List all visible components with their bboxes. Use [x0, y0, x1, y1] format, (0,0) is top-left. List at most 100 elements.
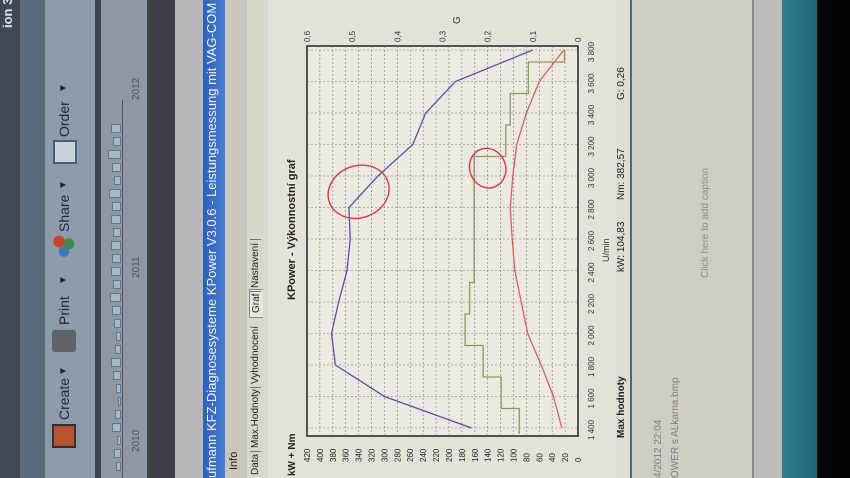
timeline-bar[interactable]	[112, 254, 121, 263]
y-tick-label: 340	[355, 448, 364, 462]
y-tick-label: 380	[329, 448, 338, 462]
host-header-band	[20, 0, 45, 478]
timeline-bar[interactable]	[109, 189, 121, 198]
timeline-bar[interactable]	[111, 241, 121, 250]
y-tick-label: 20	[561, 453, 570, 462]
y2-tick-label: 0,4	[393, 30, 402, 42]
series-line-g	[464, 50, 566, 434]
timeline-bar[interactable]	[113, 371, 121, 380]
kpower-title-bar	[203, 0, 225, 478]
window-bottom-border	[630, 0, 632, 478]
timeline-bar[interactable]	[117, 436, 121, 445]
y-tick-label: 160	[471, 448, 480, 462]
timeline-bar[interactable]	[108, 150, 121, 159]
y2-tick-label: 0,2	[484, 30, 493, 42]
y-tick-label: 40	[548, 453, 557, 462]
toolbar-divider	[95, 0, 101, 478]
y-tick-label: 0	[574, 457, 583, 462]
timeline-bar[interactable]	[113, 137, 121, 146]
host-title-bar	[0, 0, 20, 478]
timeline-bar[interactable]	[111, 215, 121, 224]
timeline-bar[interactable]	[116, 332, 121, 341]
timeline-bar[interactable]	[114, 449, 121, 458]
y2-tick-label: 0,5	[348, 30, 357, 42]
host-dark-strip	[147, 0, 175, 478]
timeline-bar[interactable]	[112, 423, 121, 432]
photo-filename: OWER s ALkarna.bmp	[670, 377, 681, 478]
x-tick-label: 1 400	[587, 419, 596, 440]
timeline-bar[interactable]	[111, 267, 121, 276]
timeline-axis	[122, 100, 123, 478]
timeline-bar[interactable]	[112, 306, 121, 315]
annotation-circle	[468, 147, 507, 189]
timeline-bar[interactable]	[112, 202, 121, 211]
max-g-value: G: 0,26	[616, 67, 627, 100]
timeline-bar[interactable]	[116, 462, 121, 471]
max-values-label: Max hodnoty	[616, 376, 627, 438]
y-tick-label: 360	[342, 448, 351, 462]
y-tick-label: 260	[406, 448, 415, 462]
x-tick-label: 2 800	[587, 199, 596, 220]
host-light-strip	[175, 0, 203, 478]
y-tick-label: 120	[497, 448, 506, 462]
timeline-bar[interactable]	[112, 163, 121, 172]
timeline-bar[interactable]	[114, 319, 121, 328]
y-tick-label: 420	[303, 448, 312, 462]
y-tick-label: 180	[458, 448, 467, 462]
timeline-bar[interactable]	[113, 228, 121, 237]
y-tick-label: 200	[445, 448, 454, 462]
timeline-bar[interactable]	[111, 358, 121, 367]
y-tick-label: 140	[484, 448, 493, 462]
y-tick-label: 60	[535, 453, 544, 462]
y2-tick-label: 0,6	[303, 30, 312, 42]
timeline-bar[interactable]	[114, 176, 121, 185]
y-tick-label: 320	[368, 448, 377, 462]
y-tick-label: 240	[419, 448, 428, 462]
series-line-kw	[509, 49, 565, 429]
y2-axis-label: G	[452, 16, 463, 24]
timeline[interactable]	[101, 0, 147, 478]
panel-divider	[752, 0, 754, 478]
x-tick-label: 2 400	[587, 262, 596, 283]
x-tick-label: 3 200	[587, 136, 596, 157]
timeline-bar[interactable]	[110, 293, 121, 302]
x-tick-label: 3 000	[587, 167, 596, 188]
photo-info-panel	[632, 0, 752, 478]
menu-bar	[225, 0, 247, 478]
timeline-bar[interactable]	[116, 384, 121, 393]
x-tick-label: 3 800	[587, 41, 596, 62]
photo-date: 4/2012 22:04	[653, 419, 664, 478]
timeline-bar[interactable]	[111, 124, 121, 133]
x-tick-label: 1 600	[587, 388, 596, 409]
y-axis-label: kW + Nm	[287, 433, 298, 476]
x-axis-label: U/min	[601, 238, 611, 262]
y2-tick-label: 0,3	[439, 30, 448, 42]
timeline-bar[interactable]	[115, 345, 121, 354]
series-line-nm	[330, 49, 534, 429]
annotation-circle	[327, 164, 390, 220]
order-icon	[53, 140, 77, 164]
timeline-bar[interactable]	[113, 280, 121, 289]
timeline-bar[interactable]	[118, 397, 121, 406]
taskbar	[782, 0, 817, 478]
x-tick-label: 1 800	[587, 356, 596, 377]
x-tick-label: 2 600	[587, 230, 596, 251]
create-icon	[52, 424, 76, 448]
max-nm-value: Nm: 382,57	[616, 148, 627, 200]
printer-icon	[52, 330, 76, 352]
y-tick-label: 400	[316, 448, 325, 462]
y2-tick-label: 0,1	[529, 30, 538, 42]
plot-area	[306, 45, 579, 437]
x-tick-label: 3 400	[587, 104, 596, 125]
caption-input[interactable]: Click here to add caption	[700, 167, 711, 278]
x-tick-label: 2 200	[587, 293, 596, 314]
y-tick-label: 220	[432, 448, 441, 462]
x-tick-label: 3 600	[587, 73, 596, 94]
y-tick-label: 80	[522, 453, 531, 462]
max-values-bar	[616, 0, 630, 478]
timeline-bar[interactable]	[115, 410, 121, 419]
y-tick-label: 100	[509, 448, 518, 462]
y2-tick-label: 0	[574, 37, 583, 42]
share-icon	[52, 235, 76, 257]
